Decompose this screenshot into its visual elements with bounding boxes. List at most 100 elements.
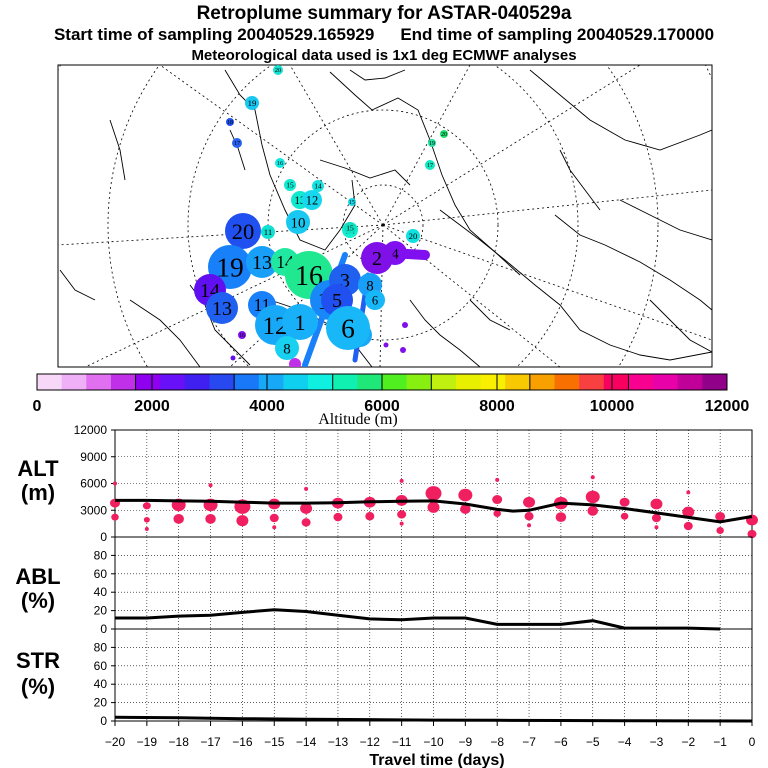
trajectory-marker-label: 2 xyxy=(372,248,382,270)
map-dot xyxy=(402,322,408,328)
x-tick-label: −3 xyxy=(650,735,664,749)
trajectory-marker-label: 13 xyxy=(252,252,272,274)
str-unit: (%) xyxy=(21,674,55,699)
trajectory-marker-label: 12 xyxy=(306,193,319,207)
trajectory-marker xyxy=(206,292,238,324)
trajectory-marker-label: 16 xyxy=(239,333,245,339)
x-tick-label: −9 xyxy=(459,735,473,749)
altitude-colorbar: 0 2000 4000 6000 8000 10000 12000 Altitude (m) xyxy=(33,373,749,428)
trajectory-marker-label: 8 xyxy=(366,278,374,294)
alt-blob xyxy=(682,506,695,518)
y-tick-label: 12000 xyxy=(74,423,108,437)
x-tick-label: −15 xyxy=(264,735,285,749)
alt-blob xyxy=(142,502,151,510)
alt-blob xyxy=(144,526,149,531)
colorbar-cell xyxy=(579,374,605,390)
trajectory-marker-label: 10 xyxy=(291,215,306,231)
trajectory-marker xyxy=(312,180,324,192)
map-grid xyxy=(58,65,712,367)
trajectory-marker-label: 19 xyxy=(248,98,257,108)
alt-blob xyxy=(492,495,503,505)
trajectory-marker xyxy=(361,242,393,274)
trajectory-marker xyxy=(284,179,296,191)
colorbar-tick-label: 6000 xyxy=(364,398,400,415)
alt-blob xyxy=(208,483,213,488)
alt-blob xyxy=(654,525,659,530)
y-tick-label: 60 xyxy=(94,567,108,581)
trajectory-marker xyxy=(246,246,278,278)
trajectory-marker-label: 19 xyxy=(429,141,435,147)
trajectory-marker xyxy=(406,229,420,243)
y-tick-label: 20 xyxy=(94,696,108,710)
coastlines xyxy=(59,69,712,367)
trajectory-marker-label: 16 xyxy=(277,160,283,167)
trajectory-marker-label: 3 xyxy=(340,270,350,292)
alt-blob xyxy=(555,512,567,523)
x-tick-label: −2 xyxy=(681,735,695,749)
trajectory-markers: 2019181716151413151210111415202019131416… xyxy=(194,65,448,367)
colorbar-cell xyxy=(505,374,531,390)
trajectory-marker-label: 4 xyxy=(391,246,399,262)
colorbar-tick-label: 4000 xyxy=(249,398,285,415)
start-time: Start time of sampling 20040529.165929 xyxy=(53,25,375,44)
trajectory-marker xyxy=(225,213,261,249)
colorbar-cell xyxy=(653,374,679,390)
alt-blob xyxy=(111,513,119,521)
colorbar-cell xyxy=(184,374,210,390)
x-tick-label: −4 xyxy=(618,735,632,749)
colorbar-cell xyxy=(110,374,137,390)
trajectory-marker xyxy=(245,96,259,110)
colorbar-cell xyxy=(406,374,432,390)
map-frame xyxy=(57,64,713,368)
alt-blob xyxy=(493,510,501,518)
colorbar-cell xyxy=(603,374,629,390)
colorbar-cell xyxy=(61,374,87,390)
trajectory-marker xyxy=(275,158,285,168)
trajectory-marker-label: 20 xyxy=(275,67,281,74)
abl-panel: ABL (%) 0 20 40 60 80 xyxy=(15,536,753,636)
trajectory-marker-label: 15 xyxy=(349,200,355,206)
trajectory-marker-label: 13 xyxy=(294,195,306,207)
trajectory-marker-label: 20 xyxy=(232,219,255,244)
x-tick-label: −1 xyxy=(713,735,727,749)
alt-blob xyxy=(620,512,629,520)
colorbar-cell xyxy=(308,374,334,390)
x-tick-label: −13 xyxy=(328,735,349,749)
alt-blob xyxy=(585,490,600,504)
x-tick-label: −17 xyxy=(200,735,221,749)
alt-blob xyxy=(495,477,500,482)
alt-blobs xyxy=(110,475,758,539)
x-tick-label: 0 xyxy=(749,735,756,749)
colorbar-cell xyxy=(702,374,728,390)
colorbar-cell xyxy=(258,374,284,390)
alt-blob xyxy=(272,525,277,530)
altitude-panel: ALT (m) 0 3000 6000 9000 12000 xyxy=(17,423,758,544)
x-tick-label: −19 xyxy=(137,735,158,749)
alt-blob xyxy=(399,521,404,526)
trajectory-marker xyxy=(261,225,275,239)
alt-blob xyxy=(590,475,595,480)
alt-blob xyxy=(304,486,309,491)
alt-blob xyxy=(716,526,724,534)
alt-blob xyxy=(523,496,536,508)
trajectory-marker xyxy=(282,304,318,340)
trajectory-marker xyxy=(344,222,356,234)
trajectory-map: 2019181716151413151210111415202019131416… xyxy=(57,64,713,368)
trajectory-marker-label: 19 xyxy=(216,252,244,283)
trajectory-marker-label: 17 xyxy=(234,140,240,147)
colorbar-cell xyxy=(86,374,112,390)
alt-blob xyxy=(715,511,726,521)
sampling-times: Start time of sampling 20040529.165929 En… xyxy=(0,25,768,45)
alt-blob xyxy=(427,501,440,513)
trajectory-marker xyxy=(348,198,356,206)
met-data-note: Meteorological data used is 1x1 deg ECMW… xyxy=(191,47,577,64)
alt-blob xyxy=(365,512,375,521)
alt-blob xyxy=(173,514,184,524)
meridians xyxy=(58,65,712,367)
x-tick-label: −6 xyxy=(554,735,568,749)
alt-blob xyxy=(300,503,313,514)
x-tick-label: −16 xyxy=(232,735,253,749)
alt-blob xyxy=(527,523,532,528)
trajectory-marker-label: 6 xyxy=(372,293,378,307)
alt-blob xyxy=(619,497,630,507)
